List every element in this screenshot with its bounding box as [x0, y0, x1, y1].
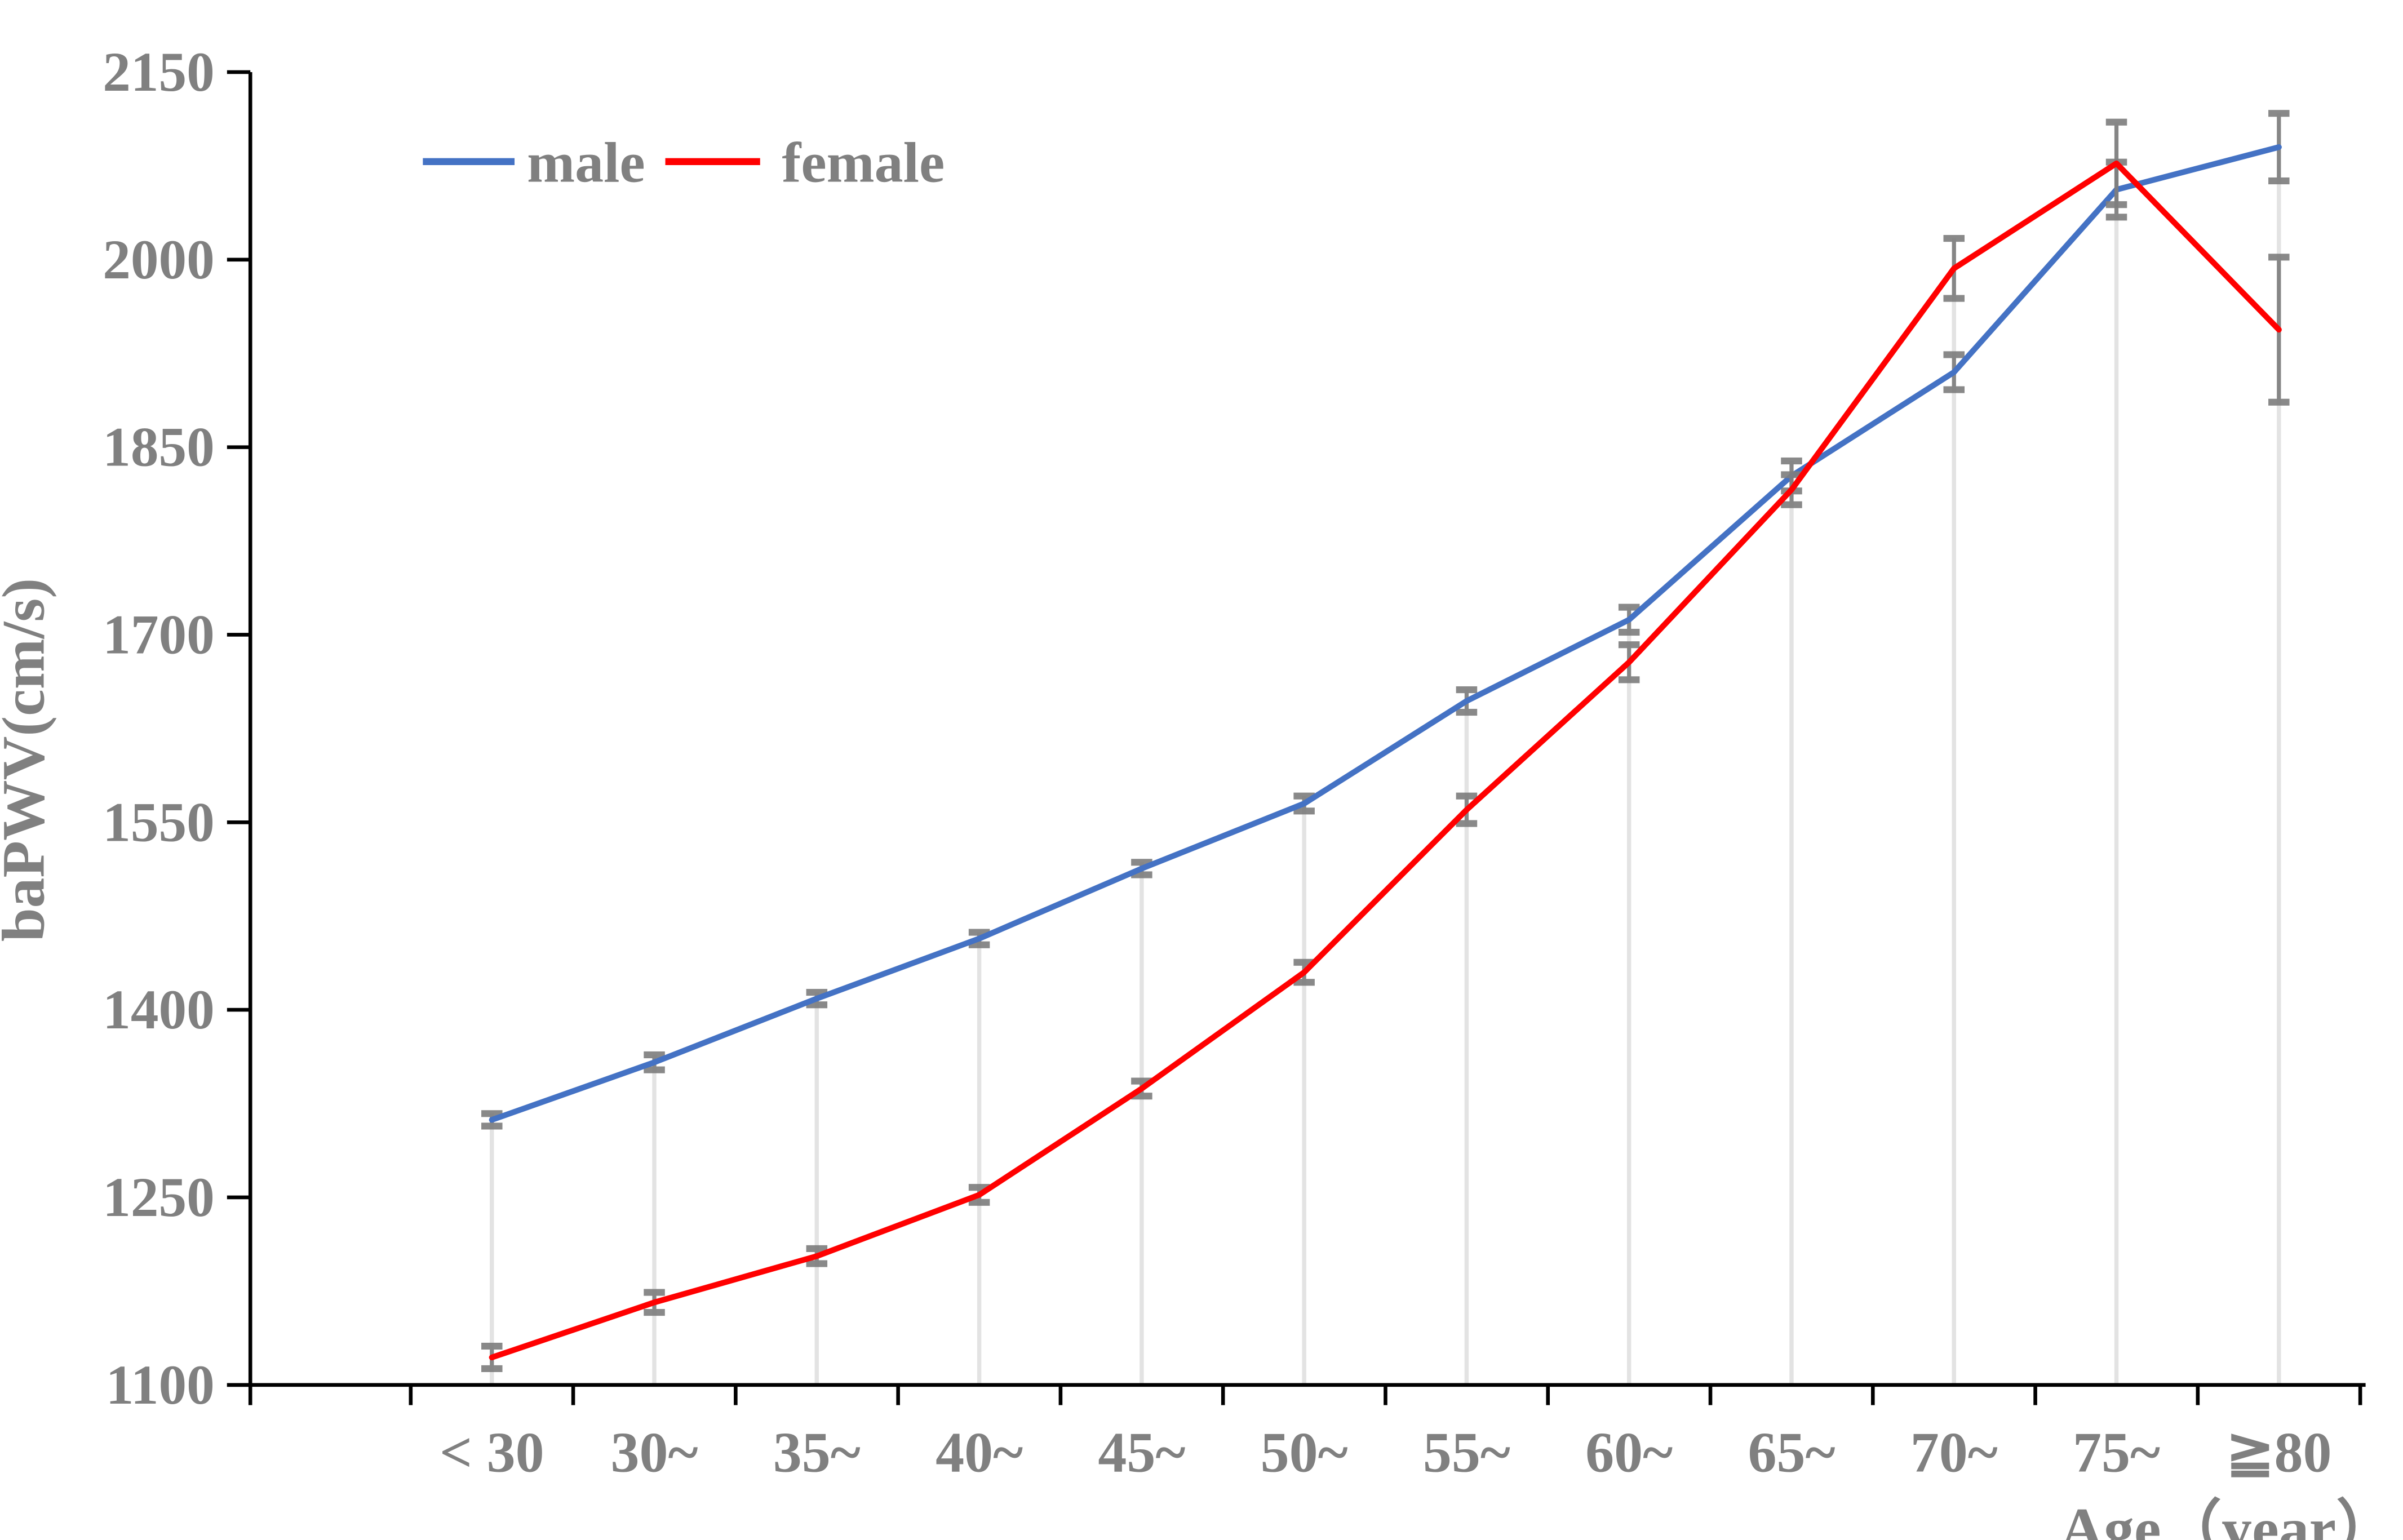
x-tick-label: 70~	[1910, 1421, 1998, 1485]
x-tick-label: 55~	[1423, 1421, 1510, 1485]
error-bar-cap-top	[1618, 641, 1640, 649]
error-bar-cap-top	[1943, 235, 1965, 242]
series-female	[481, 118, 2290, 1372]
error-bar-cap-bottom	[1943, 386, 1965, 393]
x-axis-title: Age（year）	[2060, 1496, 2396, 1540]
x-tick-label: 50~	[1261, 1421, 1348, 1485]
y-tick-label: 1250	[103, 1167, 215, 1228]
error-bar-cap-bottom	[1943, 295, 1965, 302]
series-female-line	[489, 160, 2282, 1361]
x-tick-label: < 30	[440, 1421, 544, 1485]
error-bar-cap-top	[1943, 351, 1965, 358]
legend-female-label: female	[782, 131, 945, 195]
error-bar-cap-bottom	[644, 1309, 665, 1316]
y-axis-tick-labels: 1100 1250 1400 1550 1700 1850 2000 2150	[103, 42, 215, 1416]
error-bar-cap-bottom	[2268, 398, 2290, 406]
series-male-line	[489, 144, 2282, 1123]
error-bar-cap-bottom	[2268, 177, 2290, 185]
error-bar-cap-bottom	[1456, 820, 1478, 827]
error-bar-cap-bottom	[1618, 628, 1640, 636]
error-bar-cap-bottom	[481, 1122, 503, 1130]
y-tick-label: 1100	[106, 1355, 215, 1416]
series-layer	[481, 110, 2290, 1372]
x-tick-label: ≧80	[2226, 1421, 2332, 1485]
y-tick-label: 1400	[103, 979, 215, 1041]
axes	[227, 70, 2366, 1405]
error-bar-cap-top	[1456, 686, 1478, 694]
error-bar-cap-bottom	[1456, 708, 1478, 716]
error-bar-cap-bottom	[1781, 501, 1802, 508]
x-tick-label: 45~	[1098, 1421, 1185, 1485]
error-bar-cap-top	[1781, 457, 1802, 465]
error-bar-cap-top	[2105, 118, 2127, 126]
error-bar-cap-bottom	[1618, 676, 1640, 684]
legend-male-label: male	[527, 131, 645, 195]
error-bar-cap-bottom	[644, 1066, 665, 1073]
error-bar-cap-bottom	[1293, 979, 1315, 986]
error-bar-cap-top	[2268, 254, 2290, 261]
y-tick-label: 1550	[103, 792, 215, 853]
x-tick-label: 75~	[2073, 1421, 2160, 1485]
x-tick-label: 60~	[1585, 1421, 1673, 1485]
error-bar-cap-bottom	[2105, 214, 2127, 221]
error-bar-cap-bottom	[806, 1260, 828, 1267]
error-bar-cap-bottom	[2105, 201, 2127, 208]
error-bar-cap-bottom	[968, 1199, 990, 1206]
error-bar-cap-top	[806, 1245, 828, 1252]
error-bar-cap-top	[481, 1342, 503, 1350]
error-bar-cap-top	[644, 1051, 665, 1059]
error-bar-male	[1456, 686, 1478, 716]
y-tick-label: 1700	[103, 605, 215, 666]
legend: male female	[423, 131, 945, 195]
error-bar-cap-top	[644, 1289, 665, 1296]
error-bar-cap-top	[1781, 471, 1802, 478]
y-tick-label: 2000	[103, 229, 215, 291]
y-tick-label: 2150	[103, 42, 215, 103]
error-bar-cap-top	[1618, 603, 1640, 611]
y-tick-label: 1850	[103, 417, 215, 478]
error-bar-cap-top	[2268, 110, 2290, 117]
error-bar-cap-top	[1456, 792, 1478, 800]
x-tick-label: 65~	[1748, 1421, 1835, 1485]
x-tick-label: 30~	[611, 1421, 698, 1485]
x-axis-tick-labels: < 30 30~ 35~ 40~ 45~ 50~ 55~ 60~ 65~ 70~ 75~ ≧80	[440, 1421, 2332, 1485]
error-bar-cap-bottom	[481, 1365, 503, 1372]
error-bar-cap-bottom	[1293, 807, 1315, 815]
x-tick-label: 35~	[773, 1421, 861, 1485]
series-male	[481, 110, 2290, 1130]
y-axis-title: baPWV(cm/s)	[0, 578, 57, 942]
x-tick-label: 40~	[936, 1421, 1023, 1485]
